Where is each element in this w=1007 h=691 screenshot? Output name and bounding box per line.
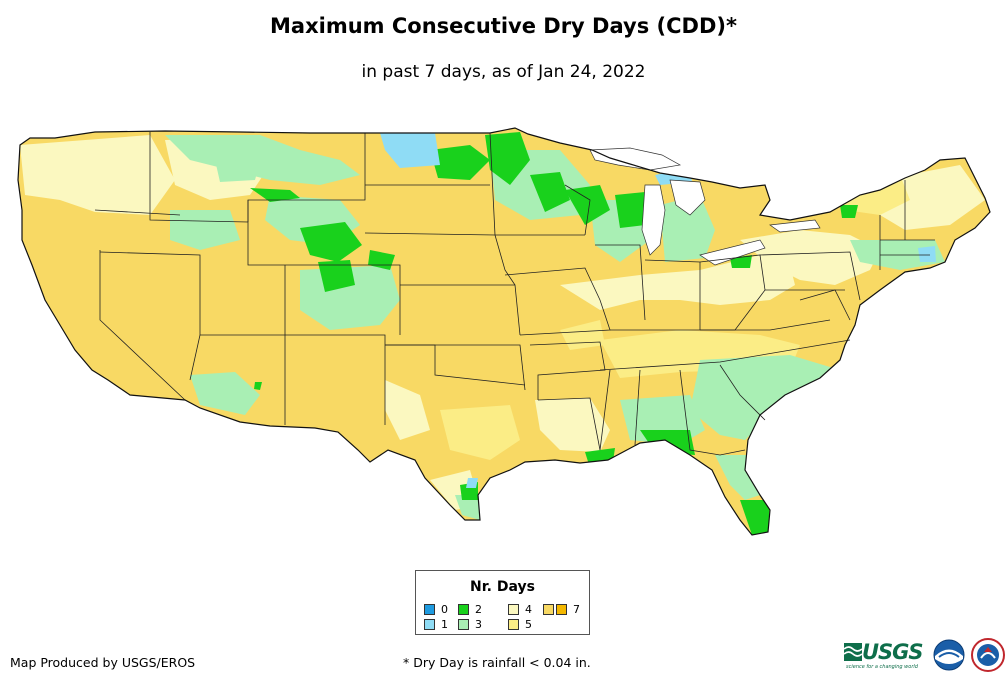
legend-item-0: 0	[424, 603, 448, 616]
nws-logo-icon	[970, 638, 1005, 672]
legend-label: 1	[441, 618, 448, 631]
usgs-wave-icon	[844, 643, 862, 661]
map-subtitle: in past 7 days, as of Jan 24, 2022	[361, 62, 646, 82]
legend-item-7: 7	[556, 603, 580, 616]
legend-title: Nr. Days	[470, 579, 535, 595]
map-title: Maximum Consecutive Dry Days (CDD)*	[270, 14, 737, 38]
legend-item-1: 1	[424, 618, 448, 631]
agency-logos: USGS science for a changing world	[844, 638, 1005, 672]
legend-label: 4	[525, 603, 532, 616]
legend-label: 7	[573, 603, 580, 616]
legend-swatch	[458, 604, 469, 615]
legend: Nr. Days 01234567	[415, 570, 590, 635]
usgs-wordmark: USGS	[862, 640, 924, 664]
legend-swatch	[543, 604, 554, 615]
legend-swatch	[424, 619, 435, 630]
legend-item-4: 4	[508, 603, 532, 616]
noaa-logo-icon	[933, 639, 965, 671]
legend-swatch	[508, 619, 519, 630]
legend-item-2: 2	[458, 603, 482, 616]
legend-label: 2	[475, 603, 482, 616]
credit-text: Map Produced by USGS/EROS	[10, 655, 196, 670]
usgs-tagline: science for a changing world	[846, 664, 918, 670]
legend-label: 5	[525, 618, 532, 631]
legend-swatch	[424, 604, 435, 615]
legend-swatch	[508, 604, 519, 615]
legend-label: 0	[441, 603, 448, 616]
footnote-text: * Dry Day is rainfall < 0.04 in.	[403, 655, 591, 670]
legend-swatch	[458, 619, 469, 630]
legend-item-3: 3	[458, 618, 482, 631]
legend-swatch	[556, 604, 567, 615]
legend-item-5: 5	[508, 618, 532, 631]
usgs-logo: USGS science for a changing world	[844, 640, 924, 670]
legend-label: 3	[475, 618, 482, 631]
